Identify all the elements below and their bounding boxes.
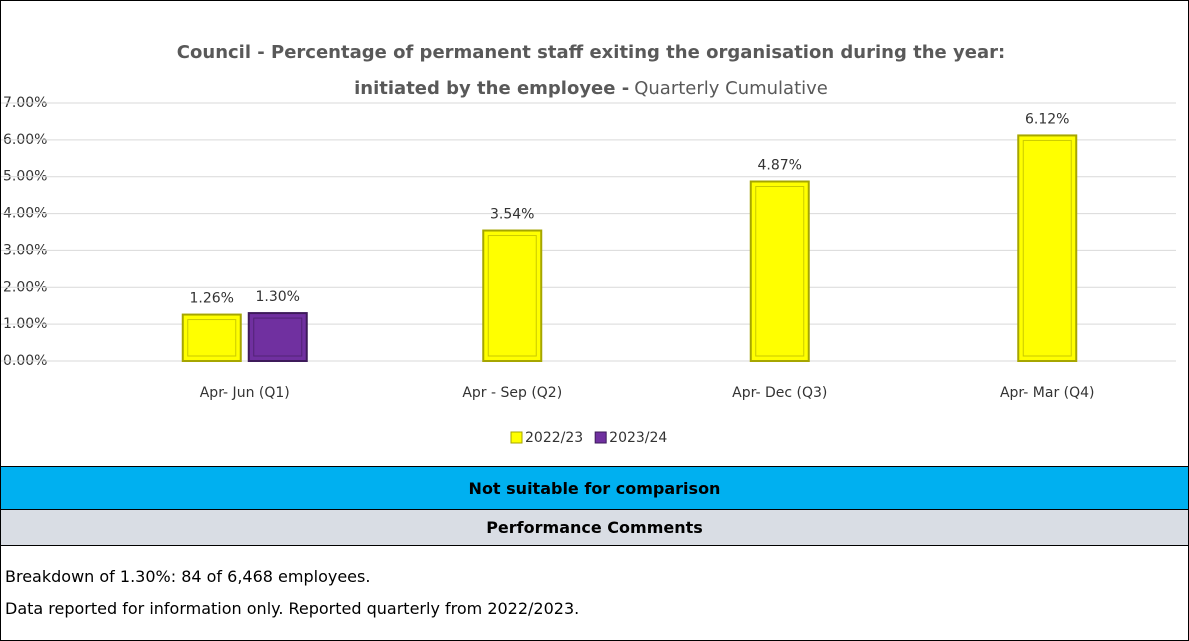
data-label: 3.54% [490,207,534,223]
data-label: 1.30% [256,289,300,305]
bar-group [482,229,543,362]
bar-bevel [187,319,237,357]
chart-title: Council - Percentage of permanent staff … [177,42,1005,63]
legend-label: 2023/24 [609,430,667,446]
chart-title: initiated by the employee - [354,78,629,99]
bar [247,312,308,363]
comparison-banner: Not suitable for comparison [1,466,1188,509]
bar [1017,134,1078,362]
bar-group [749,180,810,362]
bar-bevel [253,317,303,357]
x-tick-label: Apr- Dec (Q3) [732,385,827,401]
bar [749,180,810,362]
bar-bevel [1022,139,1072,357]
data-label: 6.12% [1025,111,1069,127]
chart: Council - Percentage of permanent staff … [1,42,1176,446]
bar-group [181,313,242,362]
bar [181,313,242,362]
bar-group [1017,134,1078,362]
bar-bevel [487,235,537,357]
x-tick-label: Apr- Jun (Q1) [200,385,290,401]
data-label: 4.87% [758,158,802,174]
data-label: 1.26% [190,291,234,307]
x-tick-label: Apr - Sep (Q2) [462,385,562,401]
legend-swatch [510,431,523,444]
chart-subtitle: Quarterly Cumulative [634,78,828,99]
bar-bevel [755,186,805,357]
legend-swatch [594,431,607,444]
bar-group [247,312,308,363]
bar [482,229,543,362]
comment: Breakdown of 1.30%: 84 of 6,468 employee… [5,567,371,586]
legend-label: 2022/23 [525,430,583,446]
x-tick-label: Apr- Mar (Q4) [1000,385,1095,401]
comment: Data reported for information only. Repo… [5,599,580,618]
comments-header: Performance Comments [1,509,1188,546]
